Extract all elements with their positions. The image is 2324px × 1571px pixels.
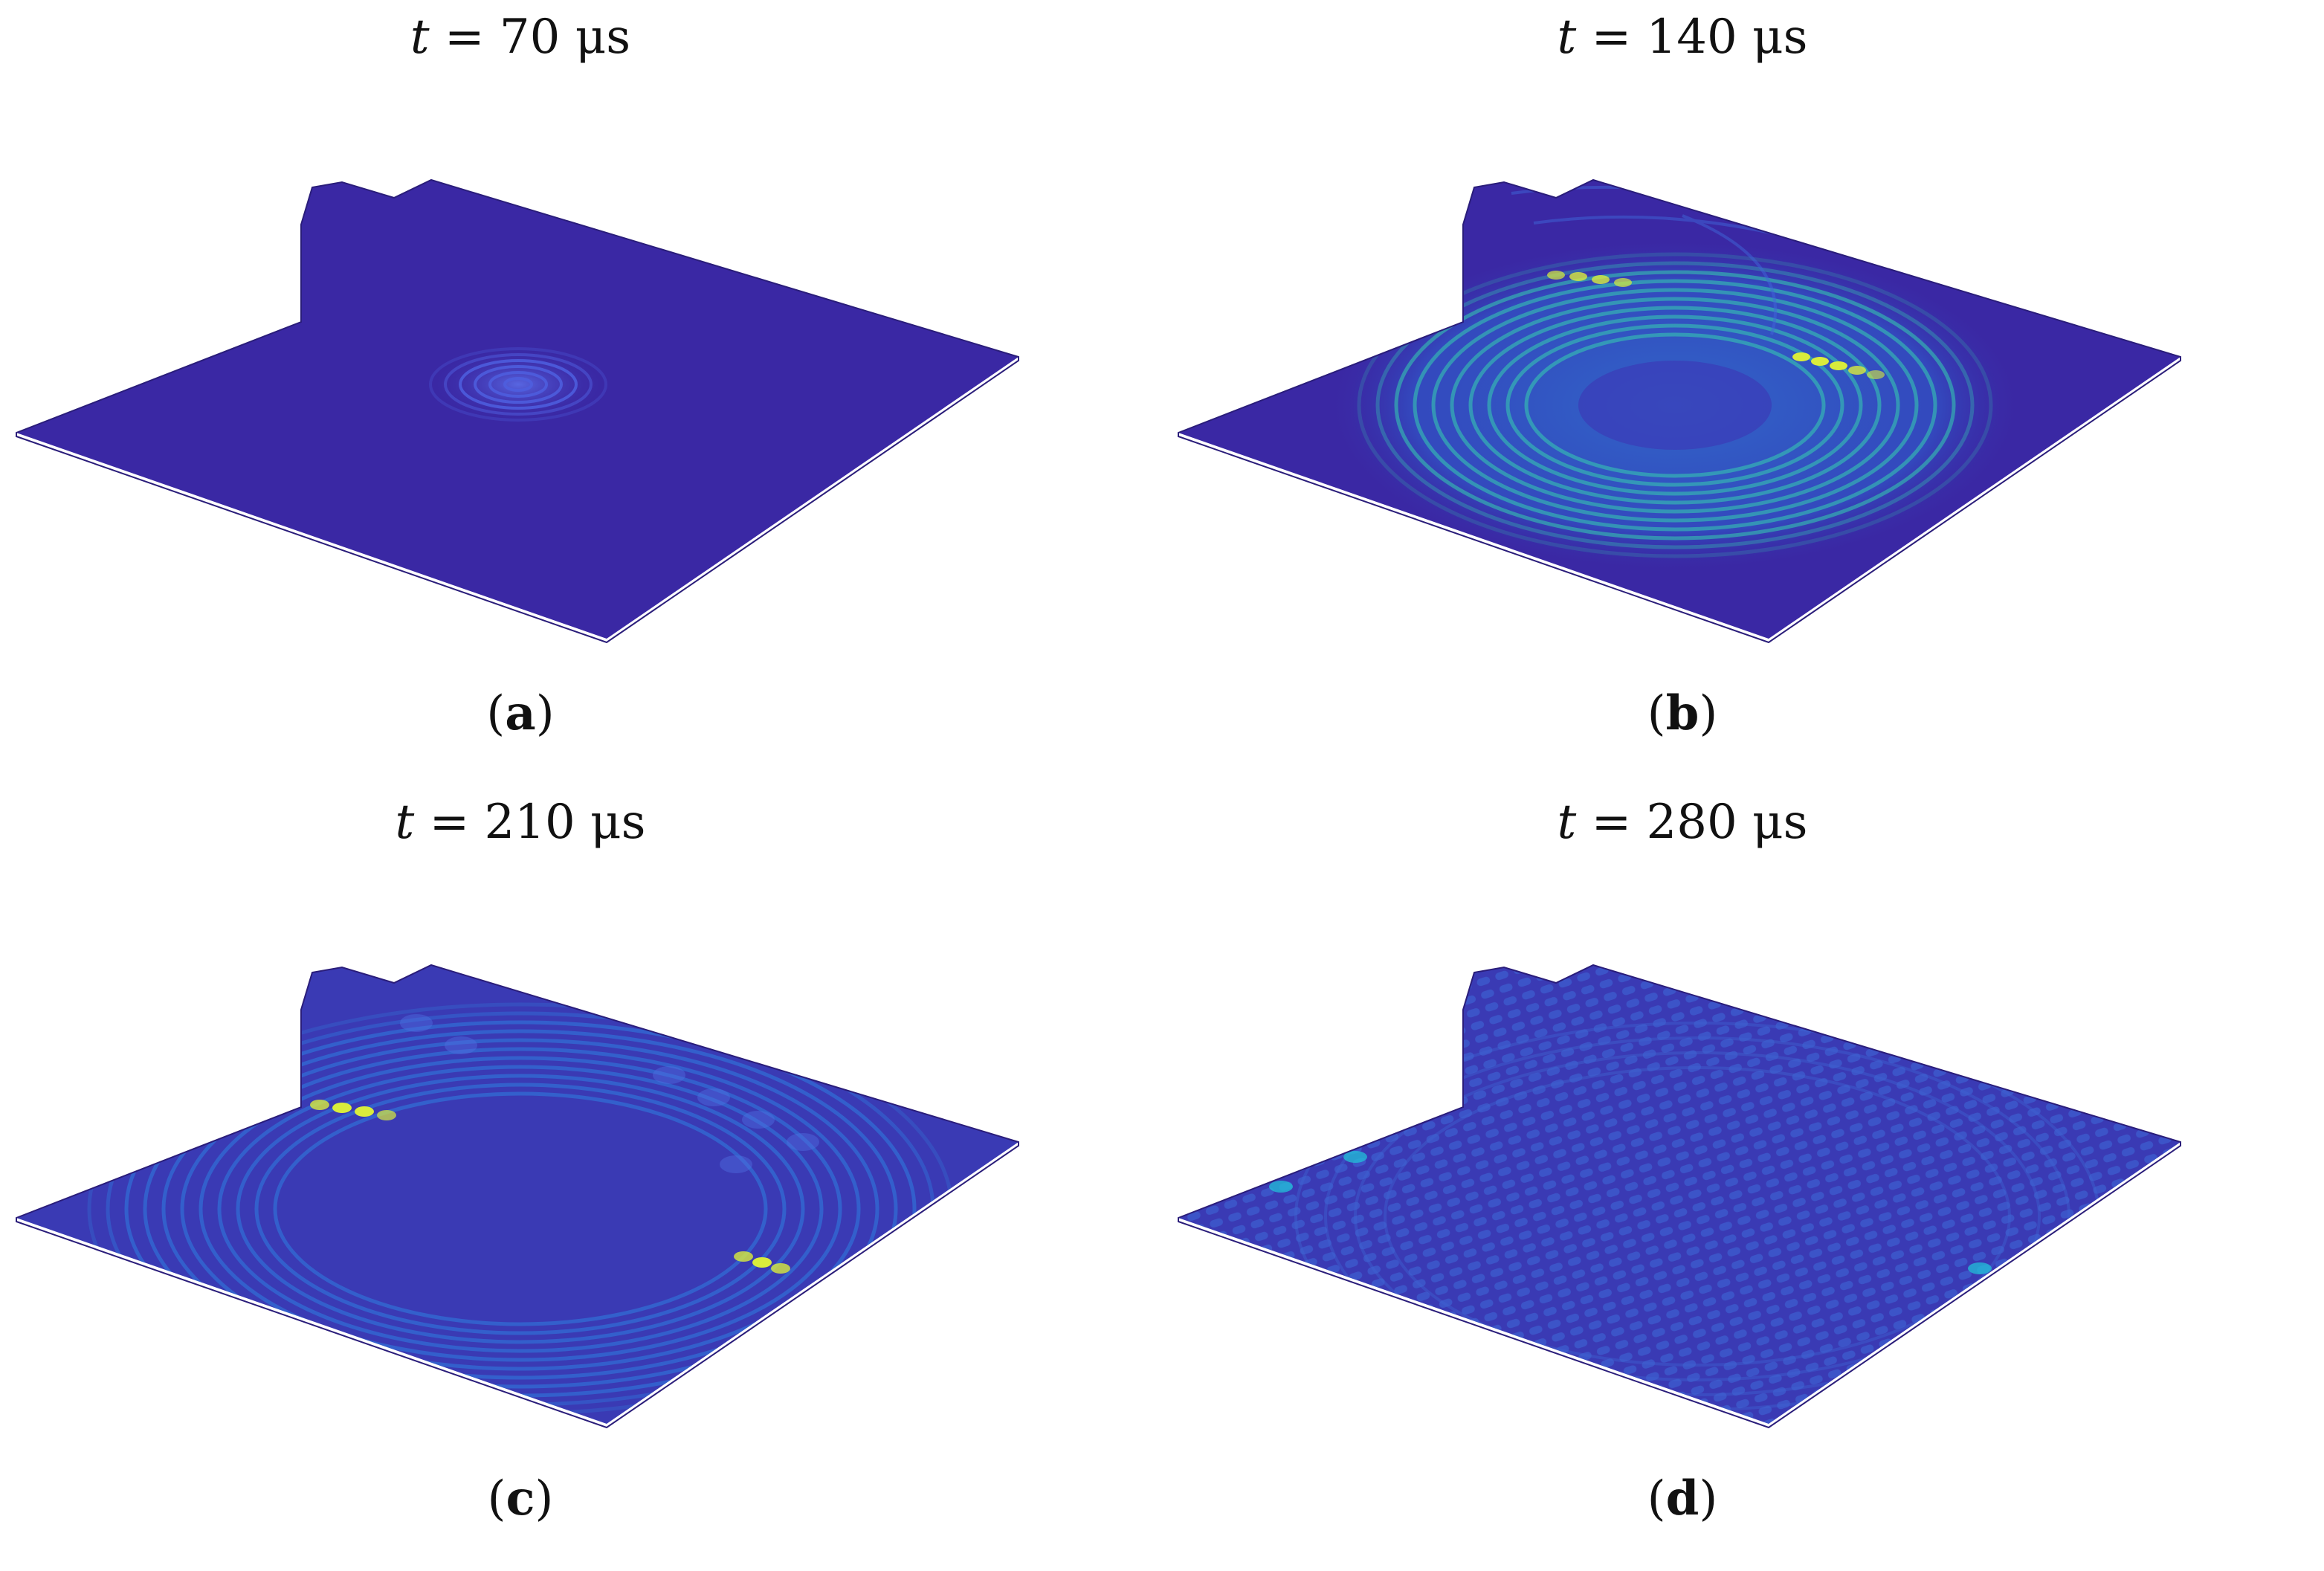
panel-d-wave-plate bbox=[1178, 964, 2181, 1429]
panel-b: t = 140 μs bbox=[1162, 0, 2324, 785]
panel-c-caption: (c) bbox=[487, 1471, 554, 1526]
wave-field bbox=[1178, 965, 2181, 1424]
panel-d: t = 280 μs bbox=[1162, 785, 2324, 1570]
panel-b-wave-plate bbox=[1178, 178, 2181, 644]
panel-d-title: t = 280 μs bbox=[1557, 795, 1808, 850]
interference-hotspots bbox=[1547, 271, 1885, 379]
panel-c: t = 210 μs bbox=[0, 785, 1162, 1570]
wave-rings bbox=[1326, 185, 2024, 572]
panel-a-caption: (a) bbox=[486, 686, 555, 741]
panel-a-title: t = 70 μs bbox=[410, 10, 631, 65]
wave-rings bbox=[429, 347, 607, 422]
wave-rings bbox=[87, 1002, 954, 1416]
panel-b-caption: (b) bbox=[1647, 686, 1718, 741]
panel-c-wave-plate bbox=[16, 964, 1019, 1429]
interference-hotspots bbox=[310, 1100, 790, 1274]
plate-surface bbox=[16, 965, 1019, 1424]
panel-a: t = 70 μs (a) bbox=[0, 0, 1162, 785]
panel-b-title: t = 140 μs bbox=[1557, 10, 1808, 65]
panel-d-caption: (d) bbox=[1647, 1471, 1718, 1526]
panel-c-title: t = 210 μs bbox=[395, 795, 646, 850]
panel-a-wave-plate bbox=[16, 178, 1019, 644]
